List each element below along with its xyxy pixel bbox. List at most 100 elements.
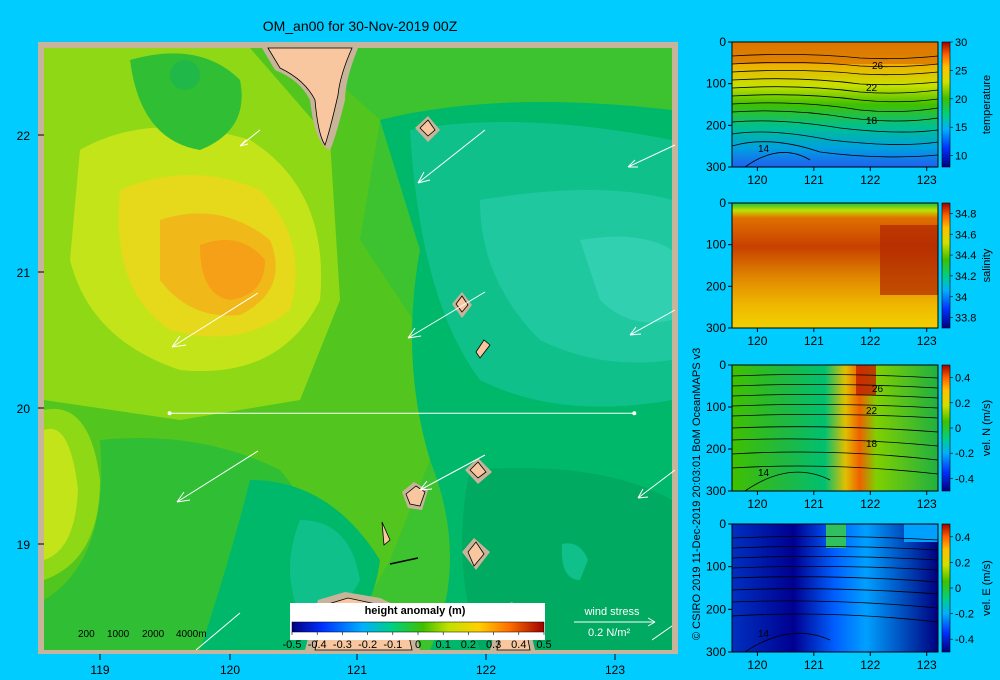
y-tick-label: 200 [706,442,726,456]
vel-n-contours [731,374,939,492]
cbar-tick-label: 0.2 [955,398,970,410]
y-tick-label: 300 [706,484,726,498]
wind-legend-label: wind stress [583,606,640,618]
cbar-tick-label: 34.4 [955,250,976,262]
y-tick-label: 200 [706,602,726,616]
cbar-tick-label: 10 [955,151,967,163]
y-tick-label: 0 [719,517,726,531]
y-tick-label: 0 [719,196,726,210]
colorbar-tick-label: -0.3 [333,639,352,651]
colorbar-tick-label: 0.5 [536,639,551,651]
cbar-tick-label: 25 [955,65,967,77]
vel-n-contour-label-22: 22 [866,406,878,417]
lon-tick: 123 [605,663,625,677]
cbar-tick-label: -0.2 [955,609,974,621]
x-tick-label: 120 [747,658,767,672]
depth-legend-2000: 2000 [142,629,165,640]
cbar-tick-label: 30 [955,37,967,49]
section-line [167,411,637,416]
y-tick-label: 200 [706,279,726,293]
cbar-tick-label: 34.6 [955,229,976,241]
depth-legend-1000: 1000 [107,629,130,640]
temperature-contour-label-26: 26 [872,61,884,72]
ssh-colorbar: height anomaly (m) -0.5 -0.4 -0.3 -0.2 -0.1 0… [283,603,552,651]
panel-colorbar [941,364,951,492]
cbar-tick-label: 34 [955,292,967,304]
vel-e-panel: 14 [731,524,939,653]
colorbar-tick-label: -0.1 [383,639,402,651]
x-tick-label: 123 [917,334,937,348]
panel-frame [731,364,939,492]
lat-tick: 20 [17,402,31,416]
y-tick-label: 300 [706,645,726,659]
x-tick-label: 122 [860,173,880,187]
temperature-contour-label-18: 18 [866,116,878,127]
cbar-tick-label: 34.2 [955,271,976,283]
temperature-contour-label-22: 22 [866,83,878,94]
section-panel-3-axes: 120 121 122 123 0 100 200 300 0.4 0.2 0 -0.2 -0.4 vel… [706,358,993,511]
colorbar-ramp [291,621,545,633]
section-line-end [632,411,637,416]
salinity-panel [732,203,938,328]
panel-frame [731,202,939,329]
temperature-contour-label-14: 14 [758,144,770,155]
colorbar-tick-label: -0.4 [308,639,327,651]
section-line-start [167,411,172,416]
x-tick-label: 123 [917,173,937,187]
x-tick-label: 122 [860,334,880,348]
cbar-tick-label: 20 [955,94,967,106]
panel-variable-label: temperature [981,75,993,134]
x-tick-label: 122 [860,658,880,672]
x-tick-label: 121 [804,334,824,348]
section-panel-4-axes: 120 121 122 123 0 100 200 300 0.4 0.2 0 -0.2 -0.4 vel… [706,517,993,672]
wind-legend: wind stress 0.2 N/m² [574,606,656,639]
colorbar-tick-label: 0.3 [486,639,501,651]
colorbar-ticks: -0.5 -0.4 -0.3 -0.2 -0.1 0 0.1 0.2 0.3 0.4 0.5 [283,632,552,651]
panel-colorbar [941,523,951,653]
y-tick-label: 300 [706,160,726,174]
temperature-panel: 26 22 18 14 [731,42,939,168]
wind-arrows [171,129,676,651]
ssh-field [44,47,672,651]
y-tick-label: 0 [719,358,726,372]
panel-frame [731,523,939,653]
x-tick-label: 122 [860,497,880,511]
panel-variable-label: salinity [981,248,993,282]
y-tick-label: 100 [706,560,726,574]
cbar-tick-label: 0 [955,423,961,435]
cbar-tick-label: 33.8 [955,313,976,325]
colorbar-tick-label: 0 [415,639,421,651]
section-panel-2-axes: 120 121 122 123 0 100 200 300 34.8 34.6 34.4 34.2 34… [706,196,993,348]
y-tick-label: 0 [719,35,726,49]
x-tick-label: 123 [917,658,937,672]
y-tick-label: 100 [706,238,726,252]
map-panel: height anomaly (m) -0.5 -0.4 -0.3 -0.2 -0.1 0… [17,42,678,677]
x-tick-label: 123 [917,497,937,511]
y-tick-label: 300 [706,321,726,335]
depth-legend: 200 1000 2000 4000m [78,629,207,640]
lon-tick: 120 [220,663,240,677]
colorbar-tick-label: 0.1 [436,639,451,651]
cbar-tick-label: 0.4 [955,373,970,385]
lat-tick: 22 [17,129,31,143]
colorbar-tick-label: 0.2 [461,639,476,651]
cbar-tick-label: 34.8 [955,208,976,220]
colorbar-tick-label: 0.4 [511,639,526,651]
vel-n-contour-label-18: 18 [866,439,878,450]
vel-n-contour-label-26: 26 [872,384,884,395]
lat-tick: 19 [17,538,31,552]
panel-variable-label: vel. E (m/s) [981,560,993,616]
depth-legend-4000: 4000m [176,629,207,640]
credit-text: © CSIRO 2019 11-Dec-2019 20:03:01 BoM Oc… [691,348,703,640]
colorbar-background [290,603,545,640]
colorbar-tick-label: -0.5 [283,639,302,651]
wind-legend-scale: 0.2 N/m² [588,627,631,639]
colorbar-tick-label: -0.2 [358,639,377,651]
x-tick-label: 121 [804,497,824,511]
cbar-tick-label: -0.4 [955,634,974,646]
cbar-tick-label: 0.4 [955,532,970,544]
vel-n-contour-label-14: 14 [758,468,770,479]
x-tick-label: 121 [804,658,824,672]
panel-colorbar [941,202,951,329]
section-panel-1-axes: 120 121 122 123 0 100 200 300 30 25 20 15 10 temperat… [706,35,993,187]
